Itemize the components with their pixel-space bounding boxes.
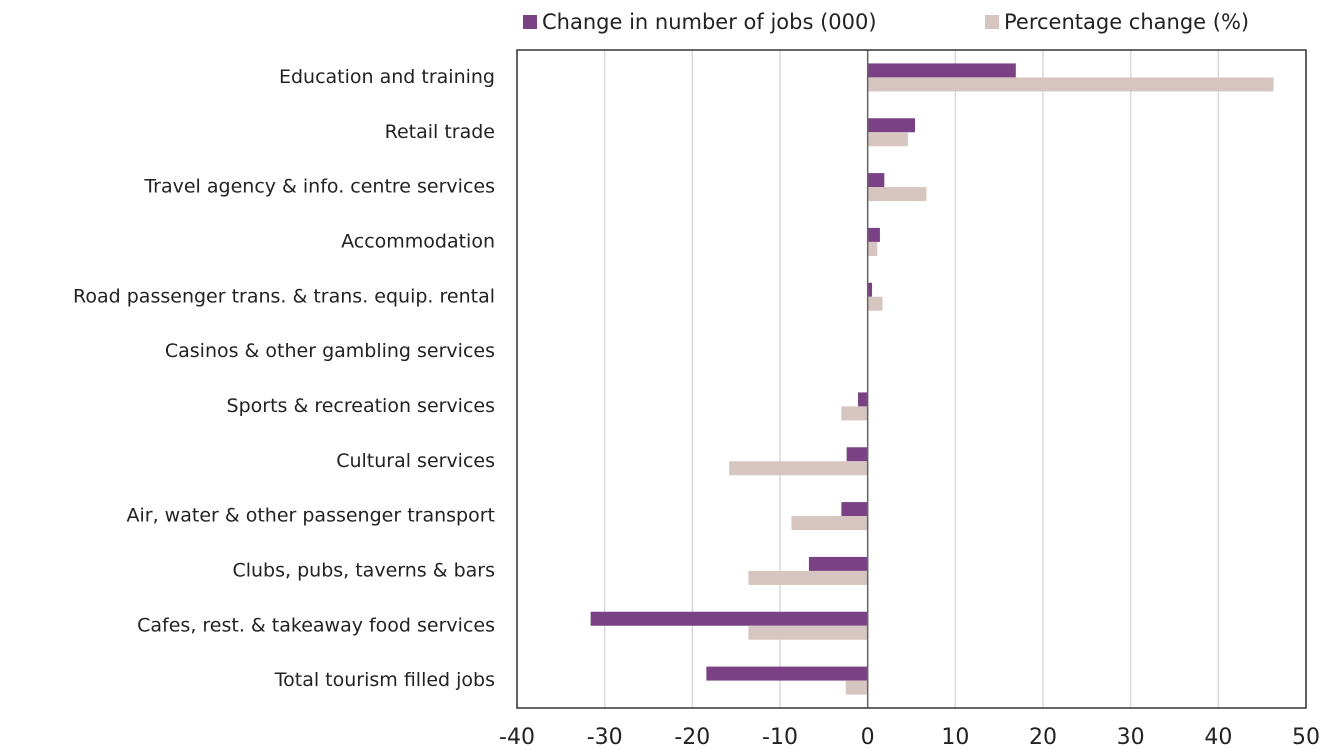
x-tick-label: 50: [1292, 725, 1320, 749]
bar: [867, 63, 1016, 78]
plot-frame: [516, 49, 1307, 709]
category-label: Cultural services: [336, 450, 495, 472]
bar: [867, 187, 927, 202]
bar: [867, 132, 908, 147]
bar: [867, 296, 883, 311]
bar: [867, 173, 885, 188]
bar: [867, 118, 916, 133]
bar: [867, 282, 873, 297]
category-label: Education and training: [279, 66, 495, 88]
bar: [841, 502, 868, 517]
category-label: Travel agency & info. centre services: [143, 176, 495, 198]
bar: [841, 406, 868, 421]
legend-label: Percentage change (%): [1004, 10, 1249, 34]
x-tick-label: -20: [674, 725, 710, 749]
bar: [846, 447, 868, 462]
category-label: Casinos & other gambling services: [165, 340, 495, 362]
legend-swatch: [985, 15, 999, 29]
category-label: Clubs, pubs, taverns & bars: [232, 559, 495, 581]
x-tick-label: 30: [1117, 725, 1145, 749]
category-label: Accommodation: [341, 230, 495, 252]
category-label: Air, water & other passenger transport: [127, 505, 495, 527]
legend-swatch: [523, 15, 537, 29]
bar: [729, 461, 868, 476]
x-tick-label: -30: [587, 725, 623, 749]
category-label: Total tourism filled jobs: [274, 669, 495, 691]
bar: [590, 611, 868, 626]
x-tick-label: 0: [861, 725, 875, 749]
bar: [858, 392, 868, 407]
category-label: Cafes, rest. & takeaway food services: [137, 614, 495, 636]
bar: [845, 680, 868, 695]
x-tick-label: 20: [1029, 725, 1057, 749]
bar: [791, 516, 868, 531]
bar: [867, 227, 880, 242]
x-tick-label: 10: [941, 725, 969, 749]
bar: [748, 570, 868, 585]
bar: [808, 556, 868, 571]
x-tick-label: -10: [762, 725, 798, 749]
x-tick-label: 40: [1204, 725, 1232, 749]
bar: [706, 666, 868, 681]
category-label: Retail trade: [385, 121, 495, 143]
bar: [867, 241, 878, 256]
bar: [867, 77, 1274, 92]
legend-label: Change in number of jobs (000): [542, 10, 877, 34]
x-tick-label: -40: [499, 725, 535, 749]
category-label: Road passenger trans. & trans. equip. re…: [73, 285, 495, 307]
category-label: Sports & recreation services: [227, 395, 495, 417]
bar: [748, 625, 868, 640]
